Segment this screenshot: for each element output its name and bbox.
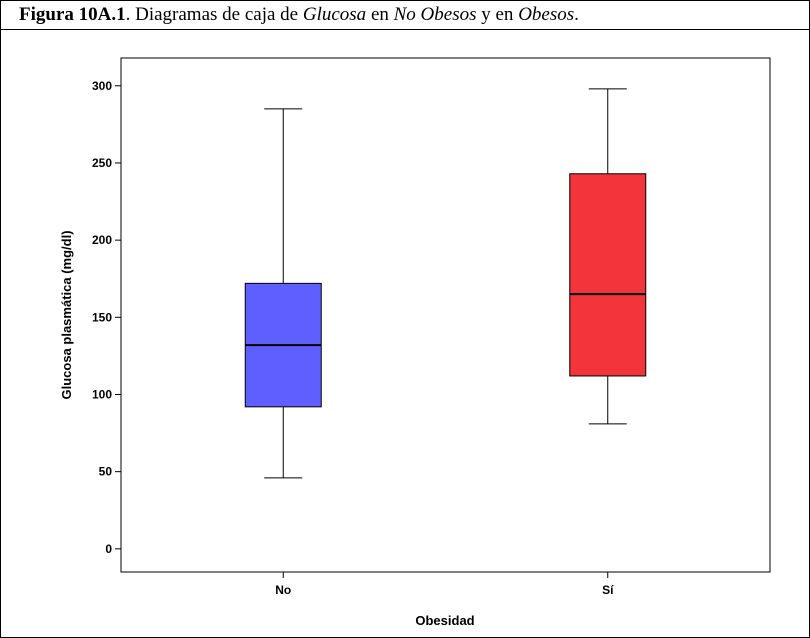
caption-group-2: Obesos <box>518 4 575 25</box>
iqr-box <box>569 173 647 377</box>
caption-text: . Diagramas de caja de <box>125 4 303 25</box>
y-tick-label: 150 <box>92 310 112 324</box>
caption-text: . <box>574 4 579 25</box>
y-tick-label: 200 <box>92 233 112 247</box>
y-axis-title: Glucosa plasmática (mg/dl) <box>59 230 74 399</box>
figure-caption: Figura 10A.1. Diagramas de caja de Gluco… <box>19 4 579 26</box>
caption-text: en <box>366 4 394 25</box>
y-tick-label: 300 <box>92 79 112 93</box>
box-1 <box>244 108 322 479</box>
plot-area <box>120 57 771 573</box>
caption-bar: Figura 10A.1. Diagramas de caja de Gluco… <box>1 1 809 30</box>
box-2 <box>569 88 647 425</box>
boxes <box>244 88 647 479</box>
x-axis-title: Obesidad <box>415 613 474 628</box>
y-tick-label: 100 <box>92 387 112 401</box>
y-tick-label: 50 <box>99 465 113 479</box>
caption-text: y en <box>476 4 519 25</box>
y-tick-label: 0 <box>105 542 112 556</box>
x-tick-label: Sí <box>602 583 614 597</box>
x-tick-label: No <box>275 583 291 597</box>
y-axis: 0 50 100 150 200 250 300 <box>92 79 121 556</box>
y-tick-label: 250 <box>92 156 112 170</box>
caption-variable: Glucosa <box>302 4 367 25</box>
caption-group-1: No Obesos <box>393 4 477 25</box>
x-axis: No Sí <box>275 572 614 597</box>
caption-label: Figura 10A.1 <box>19 4 126 25</box>
